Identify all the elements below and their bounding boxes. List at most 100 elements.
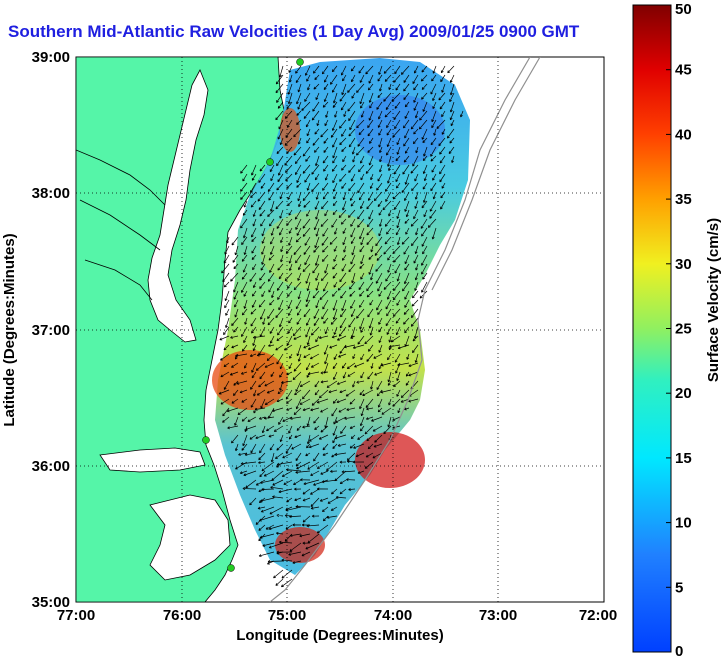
velocity-arrow: [376, 254, 383, 261]
velocity-arrow: [352, 380, 356, 388]
velocity-arrow: [276, 182, 284, 191]
velocity-arrow: [421, 200, 428, 209]
velocity-arrow: [269, 506, 284, 515]
velocity-arrow: [319, 497, 329, 502]
velocity-arrow: [268, 542, 284, 549]
velocity-arrow: [305, 452, 311, 457]
velocity-arrow: [278, 488, 293, 494]
velocity-arrow: [269, 164, 275, 173]
velocity-arrow: [281, 558, 293, 562]
velocity-arrow: [307, 344, 320, 351]
velocity-arrow: [393, 164, 401, 175]
velocity-arrow: [250, 443, 257, 454]
velocity-arrow: [328, 389, 338, 394]
velocity-arrow: [259, 308, 266, 320]
velocity-arrow: [282, 416, 293, 422]
velocity-arrow: [261, 236, 266, 244]
velocity-arrow: [375, 263, 383, 272]
velocity-arrow: [429, 200, 437, 212]
velocity-arrow: [303, 110, 311, 119]
velocity-arrow: [369, 182, 374, 189]
velocity-arrow: [302, 263, 311, 273]
velocity-arrow: [331, 407, 338, 417]
velocity-arrow: [379, 155, 383, 163]
velocity-arrow: [288, 254, 293, 264]
velocity-arrow: [278, 416, 284, 425]
velocity-arrow: [441, 182, 446, 189]
velocity-arrow: [378, 362, 383, 370]
velocity-arrow: [336, 398, 347, 404]
velocity-arrow: [403, 245, 410, 255]
velocity-arrow: [315, 272, 320, 281]
velocity-arrow: [397, 362, 410, 367]
velocity-arrow: [295, 299, 302, 310]
velocity-arrow: [241, 416, 248, 422]
velocity-arrow: [440, 74, 446, 83]
velocity-arrow: [292, 523, 302, 527]
velocity-arrow: [352, 155, 356, 163]
velocity-arrow: [383, 245, 392, 255]
velocity-arrow: [322, 443, 329, 451]
velocity-arrow: [315, 191, 320, 200]
velocity-arrow: [311, 182, 320, 192]
velocity-arrow: [276, 155, 284, 167]
velocity-arrow: [261, 461, 275, 472]
velocity-arrow: [322, 101, 329, 108]
velocity-arrow: [300, 478, 311, 482]
velocity-arrow: [242, 209, 248, 216]
velocity-arrow: [341, 263, 347, 272]
velocity-arrow: [342, 74, 347, 82]
velocity-arrow: [403, 74, 410, 83]
velocity-arrow: [338, 209, 347, 218]
velocity-arrow: [318, 434, 329, 440]
velocity-arrow: [260, 263, 266, 271]
velocity-arrow: [242, 227, 248, 239]
velocity-arrow: [342, 371, 347, 379]
velocity-arrow: [349, 191, 356, 201]
velocity-arrow: [331, 488, 338, 495]
velocity-arrow: [252, 209, 257, 217]
velocity-arrow: [378, 209, 383, 216]
velocity-arrow: [276, 513, 284, 517]
velocity-arrow: [243, 299, 248, 309]
velocity-arrow: [357, 209, 365, 220]
velocity-arrow: [240, 182, 248, 192]
station-marker: [202, 436, 210, 444]
velocity-arrow: [267, 559, 284, 563]
velocity-arrow: [332, 272, 338, 279]
velocity-arrow: [304, 173, 311, 183]
velocity-arrow: [296, 344, 302, 357]
velocity-arrow: [256, 353, 266, 357]
velocity-arrow: [337, 443, 347, 447]
velocity-arrow: [321, 236, 329, 246]
velocity-arrow: [264, 398, 275, 406]
velocity-arrow: [322, 281, 329, 292]
velocity-arrow: [242, 487, 257, 491]
velocity-arrow: [258, 461, 266, 465]
velocity-arrow: [343, 245, 347, 253]
velocity-arrow: [315, 227, 320, 237]
velocity-arrow: [372, 452, 383, 459]
velocity-arrow: [392, 290, 401, 301]
velocity-arrow: [329, 344, 338, 349]
velocity-arrow: [385, 299, 392, 310]
velocity-arrow: [225, 308, 230, 316]
velocity-arrow: [359, 155, 365, 164]
velocity-arrow: [449, 137, 455, 144]
velocity-arrow: [270, 452, 275, 463]
velocity-arrow: [387, 416, 392, 428]
velocity-arrow: [342, 191, 347, 201]
velocity-arrow: [313, 218, 320, 231]
velocity-arrow: [277, 389, 284, 394]
velocity-arrow: [356, 308, 365, 319]
velocity-arrow: [341, 164, 347, 171]
velocity-arrow: [332, 308, 338, 320]
velocity-arrow: [278, 299, 284, 311]
velocity-arrow: [334, 434, 347, 440]
y-tick-label: 35:00: [32, 594, 70, 611]
velocity-arrow: [308, 434, 320, 442]
velocity-arrow: [360, 101, 365, 109]
velocity-arrow: [348, 182, 356, 192]
velocity-arrow: [242, 263, 248, 273]
velocity-arrow: [318, 389, 329, 399]
